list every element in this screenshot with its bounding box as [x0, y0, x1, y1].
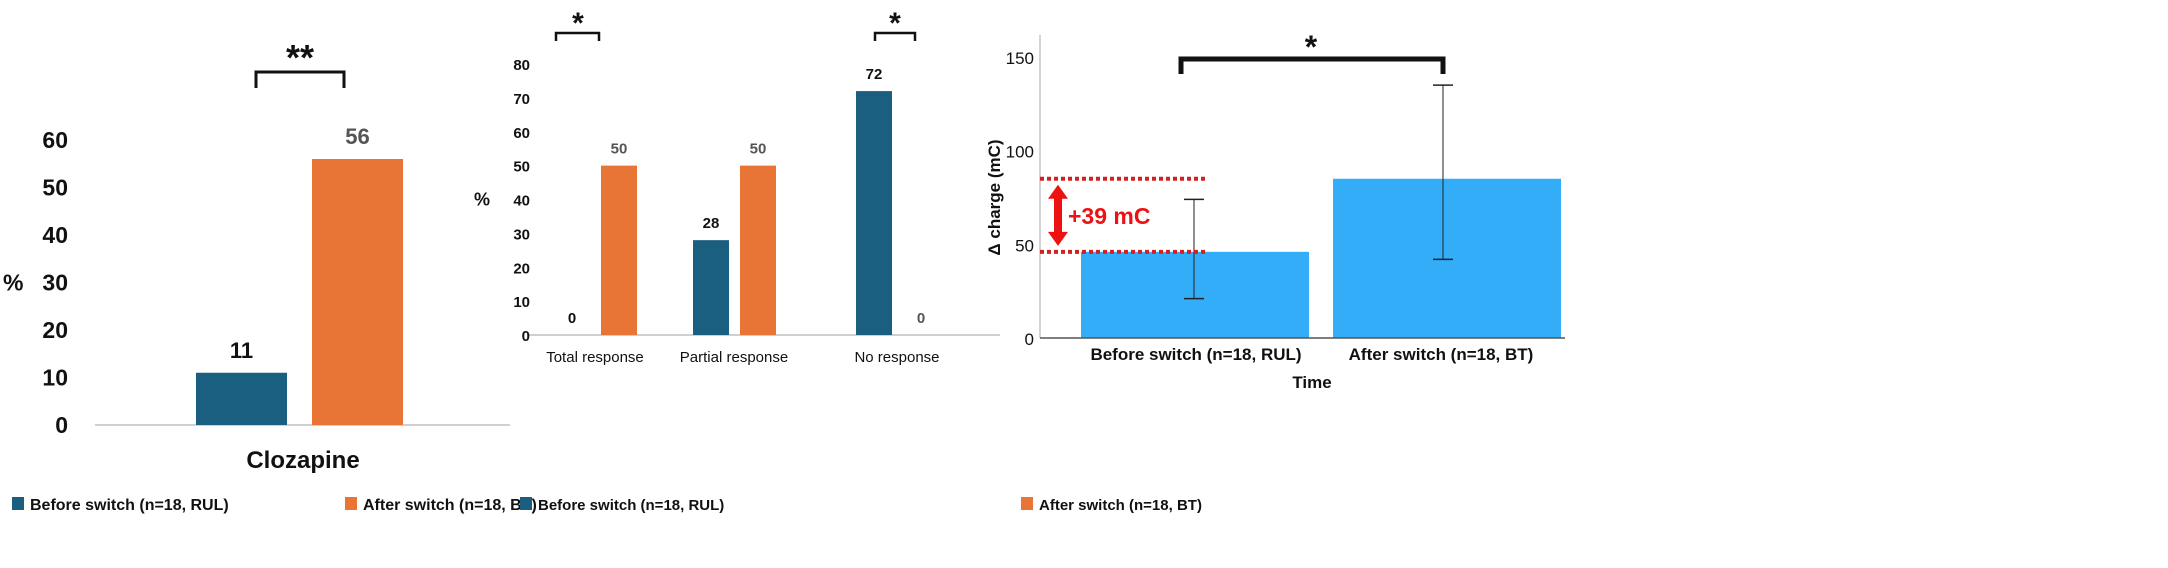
bar-after [601, 165, 637, 335]
y-tick-label: 80 [513, 57, 530, 74]
x-tick-label: Clozapine [246, 447, 359, 474]
x-tick-label: Partial response [680, 349, 788, 366]
data-label: 11 [230, 338, 253, 363]
bar-before [856, 91, 892, 335]
bar-before [196, 372, 287, 425]
bar-after [740, 165, 776, 335]
x-axis-label: Time [1292, 373, 1331, 392]
legend-swatch [520, 497, 532, 510]
significance-label: * [1305, 29, 1318, 65]
double-arrow-icon [1048, 184, 1068, 246]
y-tick-label: 50 [42, 175, 68, 201]
y-tick-label: 40 [42, 222, 68, 248]
significance-label: * [889, 7, 901, 40]
data-label: 0 [568, 310, 576, 327]
legend-label: Before switch (n=18, RUL) [538, 497, 724, 514]
legend-label: After switch (n=18, BT) [363, 497, 537, 514]
significance-bracket [554, 31, 601, 41]
y-axis-label: % [474, 190, 490, 210]
y-tick-label: 0 [1025, 330, 1034, 349]
data-label: 0 [917, 310, 925, 327]
y-tick-label: 30 [42, 270, 68, 296]
y-axis-label: Δ charge (mC) [985, 139, 1004, 255]
y-tick-label: 40 [513, 193, 530, 210]
significance-bracket [254, 70, 346, 88]
y-tick-label: 20 [42, 317, 68, 343]
difference-label: +39 mC [1068, 203, 1150, 229]
significance-label: ** [286, 37, 314, 78]
x-tick-label: Total response [546, 349, 644, 366]
y-tick-label: 70 [513, 91, 530, 108]
x-tick-label: After switch (n=18, BT) [1349, 345, 1534, 364]
y-tick-label: 50 [1015, 236, 1034, 255]
bar [1081, 251, 1309, 338]
bar [1333, 178, 1561, 338]
y-tick-label: 100 [1006, 143, 1034, 162]
y-tick-label: 10 [42, 365, 68, 391]
y-tick-label: 60 [513, 125, 530, 142]
bar-before [693, 240, 729, 335]
significance-label: * [572, 7, 584, 40]
data-label: 72 [866, 66, 883, 83]
y-tick-label: 50 [513, 159, 530, 176]
legend-swatch [12, 497, 24, 510]
legend-label: After switch (n=18, BT) [1039, 497, 1202, 514]
bar-after [312, 159, 403, 425]
significance-bracket [873, 31, 917, 41]
legend-swatch [345, 497, 357, 510]
y-tick-label: 150 [1006, 49, 1034, 68]
y-tick-label: 0 [55, 412, 68, 438]
x-tick-label: Before switch (n=18, RUL) [1090, 345, 1301, 364]
y-tick-label: 10 [513, 294, 530, 311]
data-label: 28 [703, 215, 720, 232]
x-tick-label: No response [854, 349, 939, 366]
legend-swatch [1021, 497, 1033, 510]
data-label: 56 [345, 124, 369, 149]
y-tick-label: 20 [513, 260, 530, 277]
y-tick-label: 60 [42, 127, 68, 153]
y-tick-label: 30 [513, 226, 530, 243]
significance-bracket [1178, 56, 1446, 74]
legend-label: Before switch (n=18, RUL) [30, 497, 229, 514]
y-tick-label: 0 [522, 328, 530, 345]
data-label: 50 [750, 141, 767, 158]
data-label: 50 [611, 141, 628, 158]
y-axis-label: % [3, 270, 23, 296]
